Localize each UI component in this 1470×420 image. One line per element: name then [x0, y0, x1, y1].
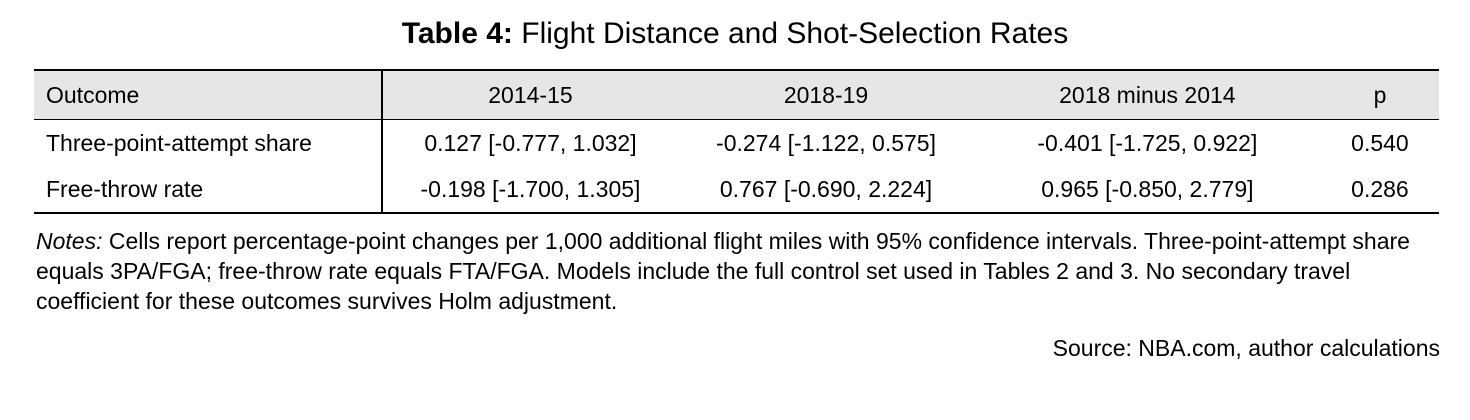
estimate-cell: 0.127 [-0.777, 1.032] — [424, 129, 637, 156]
outcome-cell: Three-point-attempt share — [34, 119, 383, 166]
outcome-cell: Free-throw rate — [34, 166, 383, 213]
header-row: Outcome 2014-15 2018-19 2018 minus 2014 … — [34, 70, 1439, 120]
results-table: Outcome 2014-15 2018-19 2018 minus 2014 … — [34, 69, 1439, 214]
table-notes: Notes: Cells report percentage-point cha… — [36, 226, 1436, 316]
column-header-2014-15: 2014-15 — [488, 81, 573, 108]
column-header-p: p — [1373, 81, 1387, 108]
table-title-text: Flight Distance and Shot-Selection Rates — [521, 17, 1069, 50]
p-value-cell: 0.286 — [1351, 175, 1409, 202]
notes-text: Cells report percentage-point changes pe… — [36, 228, 1410, 314]
table-title: Table 4: Flight Distance and Shot-Select… — [0, 14, 1470, 54]
estimate-cell: -0.274 [-1.122, 0.575] — [716, 129, 936, 156]
table-row: Three-point-attempt share 0.127 [-0.777,… — [34, 119, 1439, 166]
notes-label: Notes: — [36, 228, 103, 254]
column-header-2018-19: 2018-19 — [783, 81, 869, 108]
estimate-cell: -0.198 [-1.700, 1.305] — [420, 175, 641, 202]
difference-cell: 0.965 [-0.850, 2.779] — [1041, 175, 1254, 202]
column-header-outcome: Outcome — [34, 70, 383, 120]
p-value-cell: 0.540 — [1351, 129, 1409, 156]
table-number: Table 4: — [401, 17, 513, 50]
source-line: Source: NBA.com, author calculations — [1052, 335, 1440, 361]
estimate-cell: 0.767 [-0.690, 2.224] — [719, 175, 933, 202]
difference-cell: -0.401 [-1.725, 0.922] — [1037, 129, 1258, 156]
column-header-difference: 2018 minus 2014 — [1059, 81, 1236, 108]
table-row: Free-throw rate -0.198 [-1.700, 1.305] 0… — [34, 166, 1439, 213]
